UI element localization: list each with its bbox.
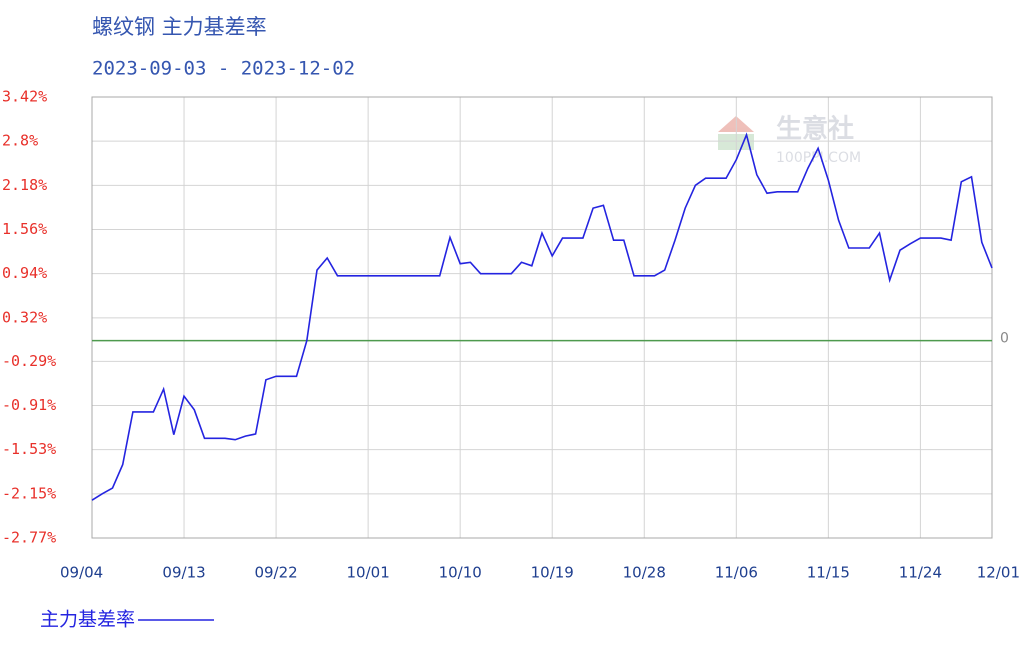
y-tick-label: 2.18% bbox=[2, 176, 47, 194]
y-tick-label: 0.32% bbox=[2, 308, 47, 326]
y-tick-label: -2.77% bbox=[2, 529, 56, 547]
x-tick-label: 11/24 bbox=[899, 564, 942, 582]
watermark-url: 100PPI.COM bbox=[776, 150, 861, 166]
y-tick-label: -1.53% bbox=[2, 440, 56, 458]
chart-title: 螺纹钢 主力基差率 bbox=[92, 15, 267, 39]
x-tick-label: 09/22 bbox=[254, 564, 297, 582]
x-tick-label: 10/01 bbox=[347, 564, 390, 582]
y-tick-label: 1.56% bbox=[2, 220, 47, 238]
data-line bbox=[91, 132, 993, 501]
y-tick-label: -2.15% bbox=[2, 484, 56, 502]
chart-subtitle: 2023-09-03 - 2023-12-02 bbox=[92, 58, 355, 80]
x-tick-label: 11/15 bbox=[807, 564, 850, 582]
x-tick-label: 10/10 bbox=[439, 564, 482, 582]
x-tick-label: 10/19 bbox=[531, 564, 574, 582]
y-tick-label: 2.8% bbox=[2, 132, 38, 150]
x-tick-label: 12/01 bbox=[977, 564, 1020, 582]
y-tick-label: 0.94% bbox=[2, 264, 47, 282]
legend-label: 主力基差率 bbox=[40, 609, 135, 631]
y-tick-label: 3.42% bbox=[2, 88, 47, 106]
reference-label: 0 bbox=[1000, 331, 1009, 347]
x-tick-label: 11/06 bbox=[715, 564, 758, 582]
x-tick-label: 09/04 bbox=[60, 564, 103, 582]
y-tick-label: -0.29% bbox=[2, 352, 56, 370]
watermark: 生意社 100PPI.COM bbox=[718, 114, 861, 166]
x-tick-label: 10/28 bbox=[623, 564, 666, 582]
plot-border bbox=[91, 96, 993, 539]
watermark-text: 生意社 bbox=[776, 114, 854, 145]
y-tick-label: -0.91% bbox=[2, 396, 56, 414]
x-tick-label: 09/13 bbox=[162, 564, 205, 582]
